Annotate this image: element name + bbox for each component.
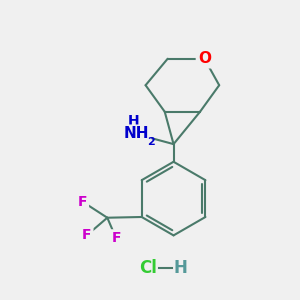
Text: 2: 2 (147, 137, 154, 147)
Text: Cl: Cl (140, 259, 158, 277)
Text: NH: NH (124, 126, 149, 141)
Text: O: O (198, 51, 211, 66)
Text: H: H (173, 259, 187, 277)
Text: F: F (77, 194, 87, 208)
Text: F: F (111, 231, 121, 245)
Text: H: H (128, 114, 140, 128)
Text: F: F (82, 228, 92, 242)
